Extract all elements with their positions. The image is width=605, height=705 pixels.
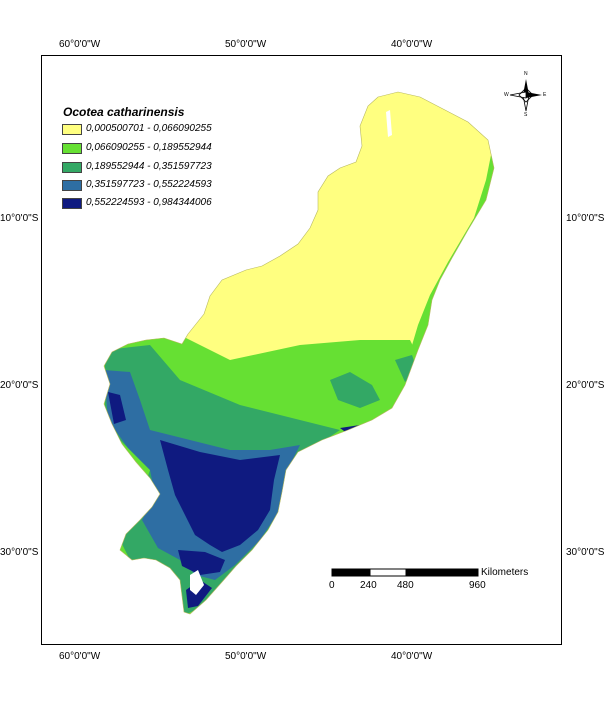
- scale-tick-480: 480: [397, 580, 414, 591]
- legend-label: 0,351597723 - 0,552224593: [86, 179, 212, 190]
- compass-north-label: N: [524, 71, 528, 77]
- legend-swatch: [62, 124, 82, 135]
- legend-label: 0,552224593 - 0,984344006: [86, 197, 212, 208]
- legend-swatch: [62, 180, 82, 191]
- graticule-left-10s: 10°0'0"S: [0, 213, 39, 224]
- scale-tick-240: 240: [360, 580, 377, 591]
- graticule-bottom-40w: 40°0'0"W: [391, 651, 433, 662]
- legend-swatch: [62, 162, 82, 173]
- scale-bar: [331, 568, 479, 577]
- graticule-right-30s: 30°0'0"S: [566, 547, 605, 558]
- scale-tick-0: 0: [329, 580, 335, 591]
- legend-label: 0,189552944 - 0,351597723: [86, 161, 212, 172]
- legend-title: Ocotea catharinensis: [63, 105, 185, 119]
- compass-east-label: E: [543, 92, 547, 98]
- graticule-right-20s: 20°0'0"S: [566, 380, 605, 391]
- graticule-right-10s: 10°0'0"S: [566, 213, 605, 224]
- graticule-bottom-50w: 50°0'0"W: [225, 651, 267, 662]
- legend-label: 0,000500701 - 0,066090255: [86, 123, 212, 134]
- legend-swatch: [62, 198, 82, 209]
- legend-swatch: [62, 143, 82, 154]
- graticule-top-50w: 50°0'0"W: [225, 39, 267, 50]
- scale-tick-960: 960: [469, 580, 486, 591]
- graticule-left-30s: 30°0'0"S: [0, 547, 39, 558]
- graticule-left-20s: 20°0'0"S: [0, 380, 39, 391]
- legend-label: 0,066090255 - 0,189552944: [86, 142, 212, 153]
- lagoon-feature: [386, 110, 392, 137]
- scale-unit-label: Kilometers: [481, 567, 529, 578]
- map-frame: [41, 55, 562, 645]
- compass-rose-icon: [509, 79, 542, 112]
- compass-south-label: S: [524, 112, 528, 118]
- graticule-top-40w: 40°0'0"W: [391, 39, 433, 50]
- region-outline: [103, 91, 495, 615]
- compass-west-label: W: [504, 92, 509, 98]
- graticule-top-60w: 60°0'0"W: [59, 39, 101, 50]
- graticule-bottom-60w: 60°0'0"W: [59, 651, 101, 662]
